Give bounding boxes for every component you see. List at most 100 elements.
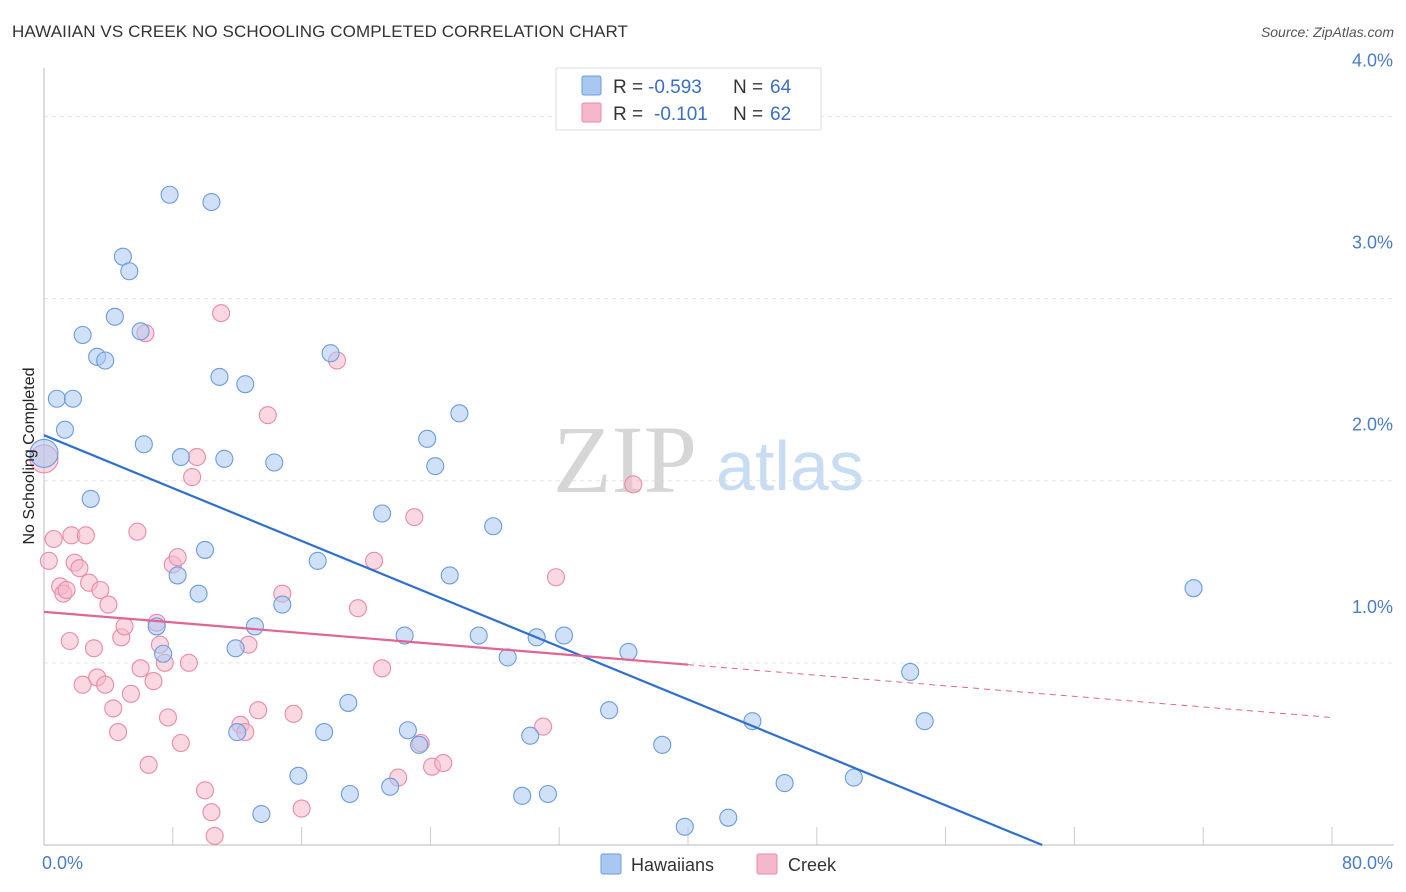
hawaiians-point [289,766,308,785]
hawaiians-point [315,723,334,742]
creek-point [128,522,147,541]
hawaiians-point [719,808,738,827]
hawaiians-point [63,389,83,408]
creek-point [168,548,187,567]
x-tick-label: 0.0% [42,853,83,873]
legend-r-value: -0.101 [654,104,708,125]
y-axis-label: No Schooling Completed [21,368,38,545]
hawaiians-point [202,192,221,212]
hawaiians-point [513,786,532,805]
creek-point [249,701,268,720]
hawaiians-point [154,644,173,663]
hawaiians-point [168,566,187,585]
hawaiians-point [308,551,327,570]
source-credit: Source: ZipAtlas.com [1260,24,1394,40]
hawaiians-point [96,351,115,370]
creek-point [405,508,424,527]
creek-point [284,704,303,723]
creek-trend-extension [687,664,1333,718]
creek-point [187,447,206,467]
hawaiians-point [538,784,557,804]
x-tick-label: 80.0% [1342,853,1393,873]
legend-swatch-hawaiians [581,75,602,96]
hawaiians-point [450,404,469,423]
y-tick-label: 4.0% [1352,50,1393,70]
hawaiians-point [265,453,284,472]
hawaiians-point [395,626,414,645]
hawaiians-point [29,438,59,468]
hawaiians-point [844,768,863,787]
y-tick-label: 2.0% [1352,415,1393,435]
creek-point [183,468,202,487]
legend-n-value: 62 [770,104,791,125]
hawaiians-point [653,735,672,754]
creek-point [434,753,453,773]
creek-point [373,659,392,678]
creek-point [57,580,76,600]
legend-n-label: N = [733,77,763,98]
hawaiians-point [600,701,619,720]
creek-point [364,551,384,570]
creek-point [60,631,79,651]
legend-n-value: 64 [770,77,792,98]
legend-n-label: N = [733,104,763,125]
hawaiians-point [189,584,208,603]
hawaiians-point [554,626,574,645]
hawaiians-point [381,777,400,796]
creek-point [171,733,190,753]
hawaiians-point [775,774,794,793]
legend-label-creek: Creek [788,855,837,875]
y-tick-label: 1.0% [1352,597,1393,617]
watermark-atlas: atlas [716,427,864,505]
creek-point [121,684,140,703]
hawaiians-trend-line [43,434,1043,847]
hawaiians-point [215,449,234,468]
hawaiians-point [273,595,292,614]
hawaiians-point [73,325,92,345]
trend-lines [43,434,1333,847]
legend-swatch-creek [756,853,778,875]
y-tick-label: 3.0% [1352,233,1393,253]
hawaiians-point [228,723,247,742]
creek-point [91,580,110,600]
creek-point [84,639,103,658]
creek-point [99,595,118,614]
legend-label-hawaiians: Hawaiians [631,855,714,875]
creek-point [44,529,63,549]
hawaiians-point [171,447,190,467]
hawaiians-point [120,262,139,281]
correlation-legend: R = -0.593 N = 64 R = -0.101 N = 62 [555,67,822,131]
legend-swatch-creek [581,102,602,123]
creek-point [76,526,95,545]
hawaiians-point [915,712,934,731]
hawaiians-point [339,693,358,712]
creek-point [73,675,92,694]
hawaiians-point [418,429,437,448]
watermark-zip: ZIP [553,406,697,513]
hawaiians-point [469,626,488,645]
creek-point [258,406,277,425]
hawaiians-point [226,639,245,658]
creek-point [624,475,643,494]
creek-point [139,755,158,774]
hawaiians-point [252,804,271,824]
creek-trend-line [43,610,689,666]
x-tick-labels: 0.0% 80.0% [42,853,1393,873]
hawaiians-point [901,662,920,682]
hawaiians-point [440,566,459,585]
hawaiians-point [245,617,264,636]
hawaiians-point [105,307,124,326]
creek-point [179,653,198,672]
hawaiians-point [321,344,340,363]
legend-swatch-hawaiians [600,853,622,875]
creek-point [195,781,215,800]
hawaiians-point [410,735,429,754]
hawaiians-point [619,642,638,661]
creek-point [131,659,150,678]
hawaiians-point [210,367,229,386]
hawaiians-point [160,185,179,204]
hawaiians-point [340,784,359,804]
creek-point [104,699,123,718]
creek-point [292,799,311,818]
